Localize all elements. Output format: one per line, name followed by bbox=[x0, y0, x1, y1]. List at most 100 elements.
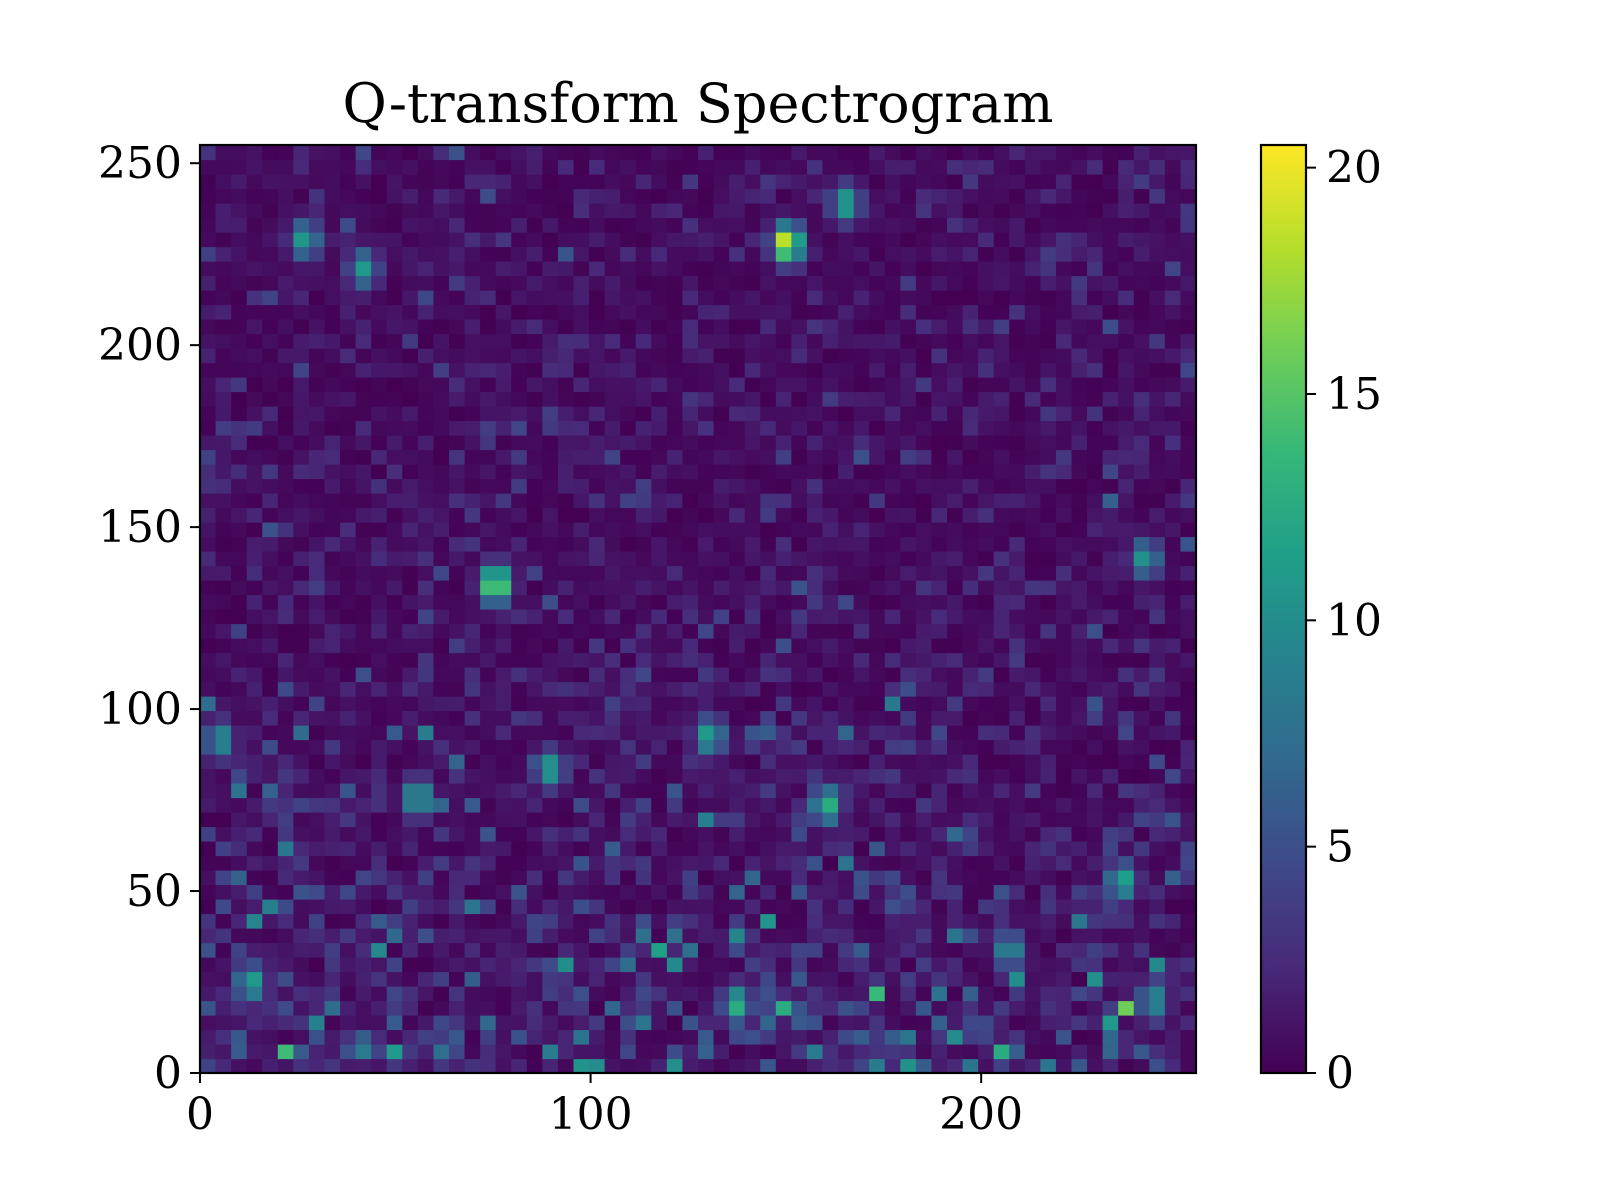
heatmap-cell bbox=[277, 319, 294, 335]
heatmap-cell bbox=[246, 464, 263, 480]
heatmap-cell bbox=[604, 203, 621, 219]
heatmap-cell bbox=[1009, 275, 1026, 291]
heatmap-cell bbox=[495, 855, 512, 871]
heatmap-cell bbox=[293, 449, 310, 465]
heatmap-cell bbox=[978, 391, 995, 407]
heatmap-cell bbox=[1164, 261, 1182, 277]
heatmap-cell bbox=[993, 449, 1010, 465]
heatmap-cell bbox=[573, 623, 590, 639]
heatmap-cell bbox=[1164, 768, 1182, 784]
heatmap-cell bbox=[511, 1029, 528, 1045]
heatmap-cell bbox=[433, 565, 450, 581]
heatmap-cell bbox=[1009, 1000, 1026, 1016]
heatmap-cell bbox=[729, 232, 746, 248]
heatmap-cell bbox=[324, 768, 341, 784]
heatmap-cell bbox=[931, 290, 948, 306]
heatmap-cell bbox=[480, 159, 497, 175]
heatmap-cell bbox=[791, 1015, 808, 1031]
heatmap-cell bbox=[775, 1029, 792, 1045]
heatmap-cell bbox=[651, 768, 668, 784]
heatmap-cell bbox=[822, 246, 839, 262]
heatmap-cell bbox=[838, 580, 855, 596]
heatmap-cell bbox=[449, 464, 466, 480]
heatmap-cell bbox=[978, 1000, 995, 1016]
heatmap-cell bbox=[417, 1015, 435, 1031]
heatmap-cell bbox=[744, 362, 761, 378]
heatmap-cell bbox=[666, 855, 684, 871]
heatmap-cell bbox=[666, 870, 684, 886]
heatmap-cell bbox=[1118, 870, 1135, 886]
heatmap-cell bbox=[1164, 783, 1182, 799]
heatmap-cell bbox=[449, 159, 466, 175]
heatmap-cell bbox=[1087, 913, 1104, 929]
heatmap-cell bbox=[947, 246, 964, 262]
heatmap-cell bbox=[308, 812, 326, 828]
heatmap-cell bbox=[806, 681, 824, 697]
heatmap-cell bbox=[231, 971, 248, 987]
heatmap-cell bbox=[869, 986, 886, 1002]
heatmap-cell bbox=[386, 696, 403, 712]
heatmap-cell bbox=[1118, 797, 1135, 813]
heatmap-cell bbox=[1180, 594, 1196, 610]
heatmap-cell bbox=[1009, 971, 1026, 987]
heatmap-cell bbox=[1118, 812, 1135, 828]
heatmap-cell bbox=[1009, 594, 1026, 610]
heatmap-cell bbox=[760, 696, 777, 712]
heatmap-cell bbox=[1164, 319, 1182, 335]
heatmap-cell bbox=[682, 899, 699, 915]
heatmap-cell bbox=[915, 826, 933, 842]
heatmap-cell bbox=[729, 884, 746, 900]
heatmap-cell bbox=[791, 841, 808, 857]
heatmap-cell bbox=[1071, 1058, 1088, 1073]
heatmap-cell bbox=[1102, 580, 1119, 596]
heatmap-cell bbox=[231, 841, 248, 857]
heatmap-cell bbox=[666, 522, 684, 538]
heatmap-cell bbox=[962, 870, 979, 886]
heatmap-cell bbox=[698, 464, 715, 480]
heatmap-cell bbox=[573, 957, 590, 973]
heatmap-cell bbox=[277, 855, 294, 871]
heatmap-cell bbox=[682, 942, 699, 958]
heatmap-cell bbox=[1087, 435, 1104, 451]
heatmap-cell bbox=[806, 609, 824, 625]
heatmap-cell bbox=[915, 768, 933, 784]
heatmap-cell bbox=[978, 246, 995, 262]
heatmap-cell bbox=[246, 913, 263, 929]
heatmap-cell bbox=[200, 507, 217, 523]
heatmap-cell bbox=[526, 420, 543, 436]
heatmap-cell bbox=[542, 710, 559, 726]
heatmap-cell bbox=[651, 580, 668, 596]
heatmap-cell bbox=[1071, 855, 1088, 871]
heatmap-cell bbox=[1149, 522, 1166, 538]
heatmap-cell bbox=[822, 1000, 839, 1016]
heatmap-cell bbox=[884, 884, 901, 900]
heatmap-cell bbox=[915, 565, 933, 581]
heatmap-cell bbox=[698, 638, 715, 654]
heatmap-cell bbox=[449, 899, 466, 915]
heatmap-cell bbox=[931, 522, 948, 538]
heatmap-cell bbox=[915, 304, 933, 320]
heatmap-cell bbox=[838, 507, 855, 523]
heatmap-cell bbox=[511, 565, 528, 581]
heatmap-cell bbox=[620, 812, 637, 828]
heatmap-cell bbox=[308, 884, 326, 900]
heatmap-cell bbox=[340, 942, 357, 958]
heatmap-cell bbox=[511, 275, 528, 291]
heatmap-cell bbox=[651, 870, 668, 886]
heatmap-cell bbox=[293, 565, 310, 581]
heatmap-cell bbox=[215, 464, 232, 480]
heatmap-cell bbox=[806, 391, 824, 407]
heatmap bbox=[200, 145, 1196, 1073]
heatmap-cell bbox=[775, 159, 792, 175]
heatmap-cell bbox=[293, 261, 310, 277]
heatmap-cell bbox=[526, 928, 543, 944]
heatmap-cell bbox=[900, 348, 917, 364]
heatmap-cell bbox=[1009, 884, 1026, 900]
heatmap-cell bbox=[340, 812, 357, 828]
heatmap-cell bbox=[464, 493, 481, 509]
heatmap-cell bbox=[277, 217, 294, 233]
heatmap-cell bbox=[915, 145, 933, 161]
heatmap-cell bbox=[791, 1000, 808, 1016]
heatmap-cell bbox=[1149, 594, 1166, 610]
heatmap-cell bbox=[573, 1044, 590, 1060]
